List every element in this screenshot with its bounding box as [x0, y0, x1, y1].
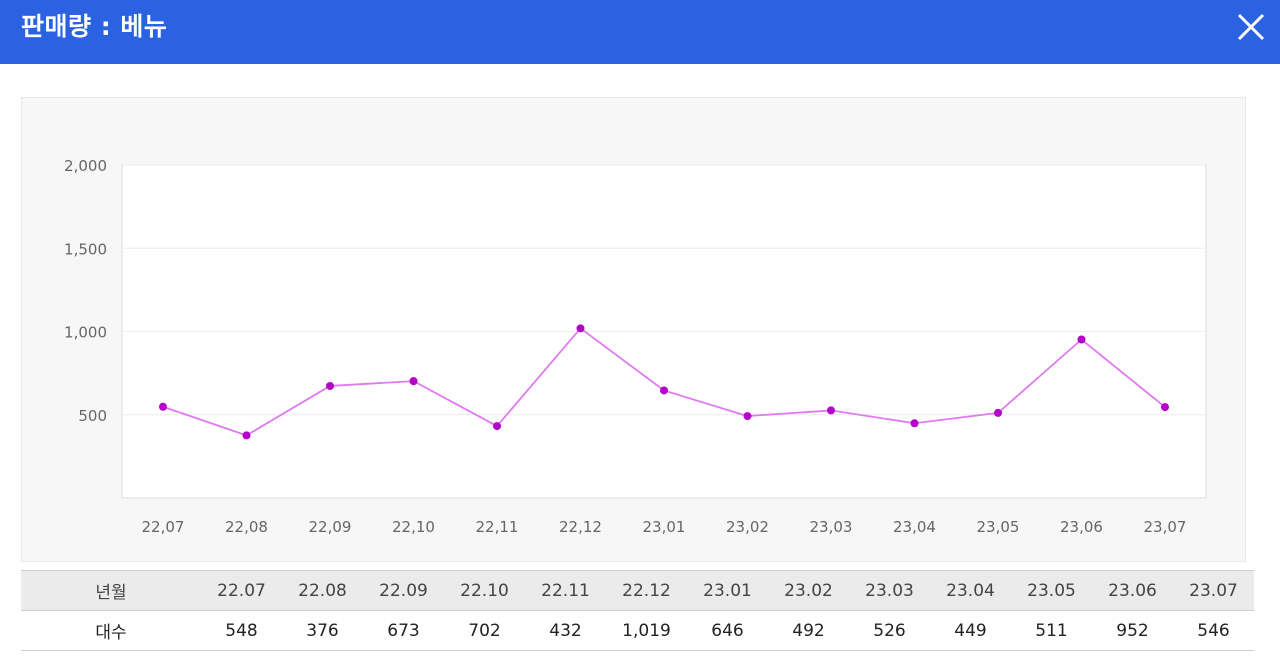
count-cell: 702	[444, 610, 525, 651]
count-cell: 548	[201, 610, 282, 651]
count-cell: 492	[768, 610, 849, 651]
month-cell: 22.09	[363, 570, 444, 611]
chart-panel: 500 1,000 1,500 2,000 22,07 22,08 22,09 22,10 22…	[21, 97, 1246, 562]
month-cell: 23.01	[687, 570, 768, 611]
x-tick-label: 22,07	[142, 518, 185, 536]
count-cell: 673	[363, 610, 444, 651]
data-point	[743, 412, 752, 421]
x-tick-label: 23,01	[643, 518, 686, 536]
x-tick-label: 22,12	[559, 518, 602, 536]
month-cell: 23.04	[930, 570, 1011, 611]
count-cell: 646	[687, 610, 768, 651]
data-point	[576, 324, 585, 333]
y-tick-label: 500	[78, 407, 107, 425]
x-tick-label: 23,06	[1060, 518, 1103, 536]
y-tick-label: 2,000	[64, 157, 107, 175]
data-point	[660, 386, 668, 395]
line-chart: 500 1,000 1,500 2,000 22,07 22,08 22,09 22,10 22…	[64, 157, 1207, 536]
month-cell: 22.07	[201, 570, 282, 611]
month-cell: 23.05	[1011, 570, 1092, 611]
data-point	[242, 431, 251, 440]
x-tick-label: 23,02	[726, 518, 769, 536]
x-tick-label: 23,07	[1144, 518, 1187, 536]
data-point	[910, 419, 919, 428]
count-cell: 952	[1092, 610, 1173, 651]
data-point	[1161, 403, 1169, 412]
month-cell: 22.10	[444, 570, 525, 611]
data-point	[326, 381, 334, 390]
data-point	[409, 377, 418, 386]
title-bar: 판매량 : 베뉴	[0, 0, 1280, 64]
table-row: 대수 548 376 673 702 432 1,019 646 492 526 449 511 95…	[21, 610, 1254, 651]
header-label: 년월	[21, 570, 201, 611]
x-tick-label: 22,08	[225, 518, 268, 536]
count-cell: 449	[930, 610, 1011, 651]
row-label: 대수	[21, 610, 201, 651]
count-cell: 376	[282, 610, 363, 651]
month-cell: 22.12	[606, 570, 687, 611]
x-tick-label: 22,10	[392, 518, 435, 536]
month-cell: 23.02	[768, 570, 849, 611]
data-point	[493, 422, 501, 431]
count-cell: 511	[1011, 610, 1092, 651]
data-point	[827, 406, 835, 415]
count-cell: 1,019	[606, 610, 687, 651]
sales-table: 년월 22.07 22.08 22.09 22.10 22.11 22.12 23.01 23…	[21, 570, 1254, 651]
page-title: 판매량 : 베뉴	[21, 12, 168, 41]
data-point	[1077, 335, 1086, 344]
x-tick-label: 22,11	[476, 518, 519, 536]
month-cell: 22.08	[282, 570, 363, 611]
month-cell: 23.03	[849, 570, 930, 611]
y-tick-label: 1,000	[64, 324, 107, 342]
y-tick-label: 1,500	[64, 240, 107, 258]
x-tick-label: 23,04	[893, 518, 936, 536]
close-icon[interactable]	[1236, 12, 1266, 42]
data-point	[159, 402, 167, 411]
x-tick-label: 23,03	[810, 518, 853, 536]
data-point	[994, 408, 1002, 417]
table-header-row: 년월 22.07 22.08 22.09 22.10 22.11 22.12 23.01 23…	[21, 570, 1254, 611]
x-tick-label: 22,09	[309, 518, 352, 536]
month-cell: 23.07	[1173, 570, 1254, 611]
month-cell: 23.06	[1092, 570, 1173, 611]
count-cell: 432	[525, 610, 606, 651]
count-cell: 546	[1173, 610, 1254, 651]
count-cell: 526	[849, 610, 930, 651]
month-cell: 22.11	[525, 570, 606, 611]
x-tick-label: 23,05	[977, 518, 1020, 536]
